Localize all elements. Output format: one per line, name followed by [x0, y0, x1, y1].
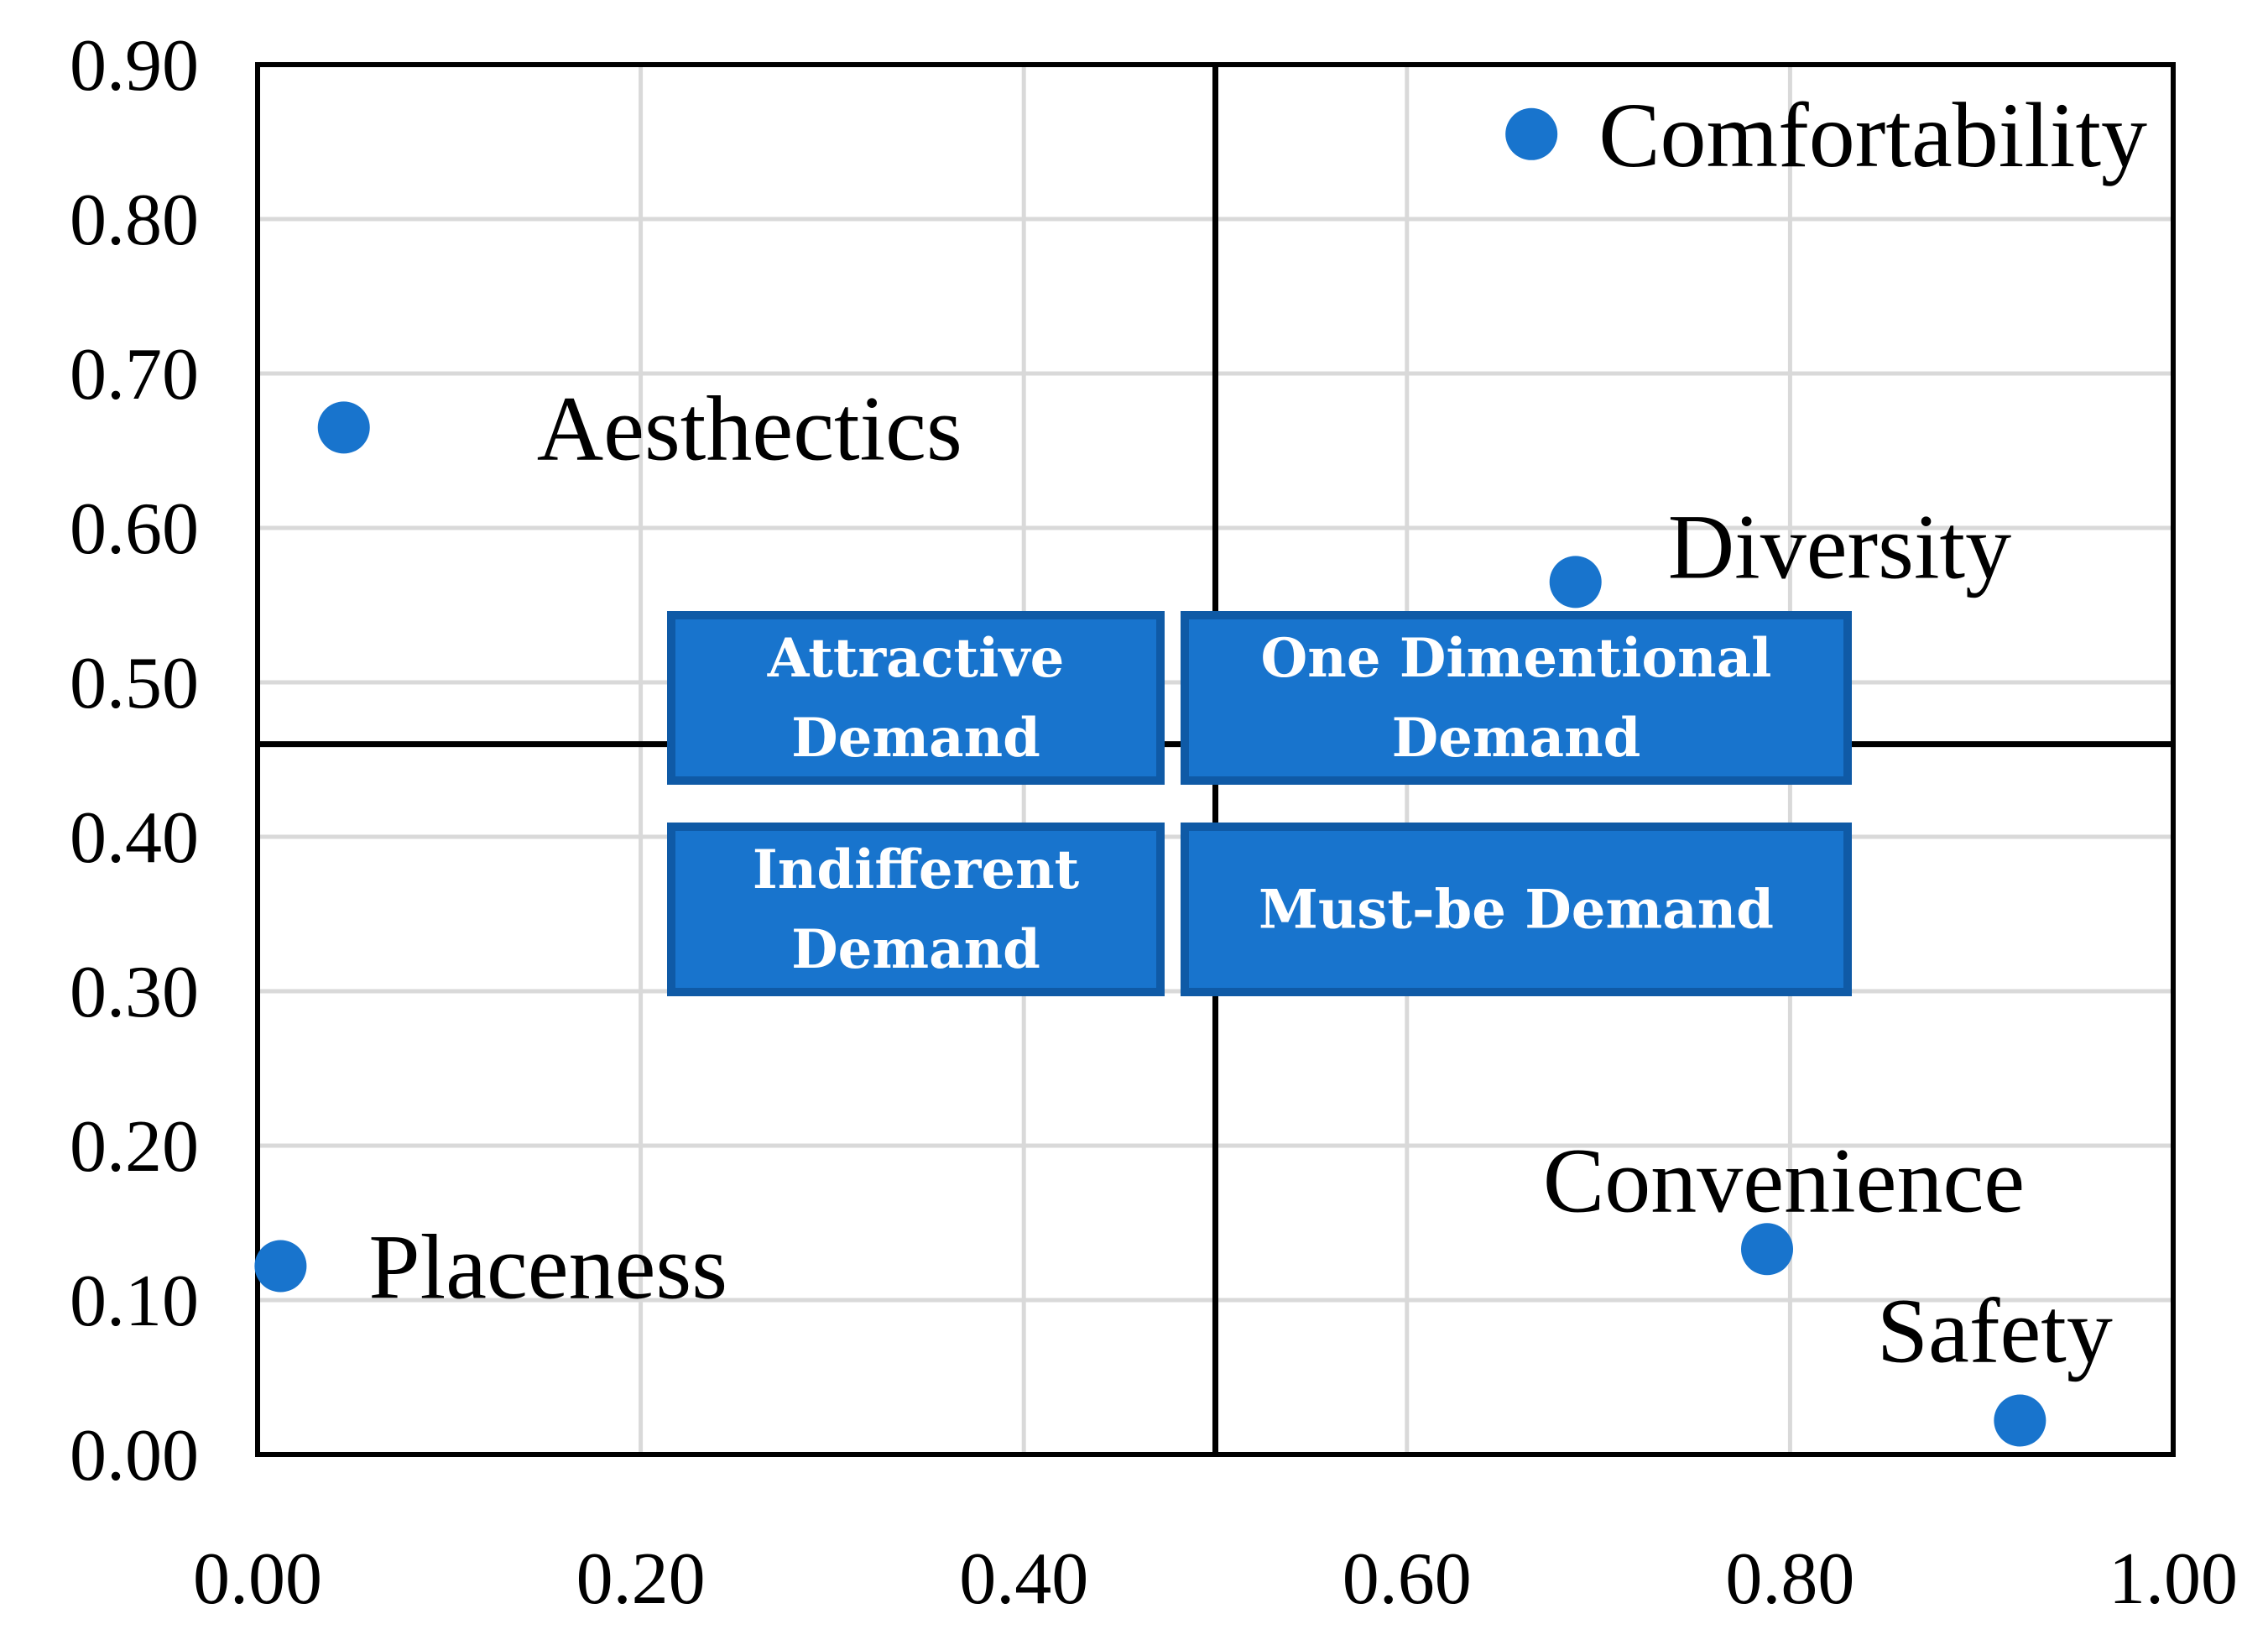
x-tick-label: 0.60 [1343, 1538, 1472, 1620]
y-tick-label: 0.70 [70, 334, 199, 415]
y-tick-label: 0.30 [70, 952, 199, 1033]
x-tick-label: 0.80 [1725, 1538, 1854, 1620]
quadrant-box-indifferent: Indifferent Demand [667, 823, 1165, 996]
point-label-aesthectics: Aesthectics [537, 377, 962, 479]
quadrant-label-text: Demand [791, 707, 1040, 770]
point-label-comfortability: Comfortability [1598, 84, 2147, 186]
y-tick-label: 0.60 [70, 488, 199, 570]
data-point-placeness [254, 1240, 307, 1293]
data-point-convenience [1741, 1223, 1794, 1276]
y-axis-ticks: 0.00 0.10 0.20 0.30 0.40 0.50 0.60 0.70 0.80 0.90 [70, 25, 199, 1496]
y-tick-label: 0.00 [70, 1415, 199, 1496]
y-tick-label: 0.10 [70, 1261, 199, 1342]
y-tick-label: 0.40 [70, 797, 199, 879]
quadrant-label-text: Demand [1392, 707, 1641, 770]
x-tick-label: 0.20 [576, 1538, 706, 1620]
data-point-diversity [1549, 556, 1602, 608]
data-point-safety [1994, 1394, 2046, 1447]
x-axis-ticks: 0.00 0.20 0.40 0.60 0.80 1.00 [193, 1538, 2238, 1620]
point-label-convenience: Convenience [1543, 1129, 2025, 1231]
quadrant-label-text: One Dimentional [1261, 627, 1772, 690]
data-point-comfortability [1505, 107, 1558, 160]
quadrant-box-must-be: Must-be Demand [1181, 823, 1852, 996]
quadrant-label-text: Attractive [767, 627, 1065, 690]
plot-frame [255, 62, 2176, 1457]
quadrant-label-text: Demand [791, 918, 1040, 981]
y-tick-label: 0.90 [70, 25, 199, 107]
data-point-aesthectics [317, 401, 370, 454]
quadrant-box-one-dimensional: One Dimentional Demand [1181, 611, 1852, 785]
data-points: Comfortability Aesthectics Diversity Placen… [254, 84, 2147, 1447]
y-tick-label: 0.20 [70, 1106, 199, 1188]
point-label-safety: Safety [1877, 1280, 2113, 1382]
quadrant-label-text: Indifferent [753, 838, 1080, 901]
quadrant-label-text: Must-be Demand [1259, 879, 1774, 942]
x-tick-label: 1.00 [2109, 1538, 2238, 1620]
y-tick-label: 0.80 [70, 180, 199, 261]
y-tick-label: 0.50 [70, 643, 199, 724]
point-label-diversity: Diversity [1668, 495, 2011, 598]
x-tick-label: 0.40 [959, 1538, 1088, 1620]
x-tick-label: 0.00 [193, 1538, 322, 1620]
quadrant-box-attractive: Attractive Demand [667, 611, 1165, 785]
point-label-placeness: Placeness [368, 1216, 727, 1319]
